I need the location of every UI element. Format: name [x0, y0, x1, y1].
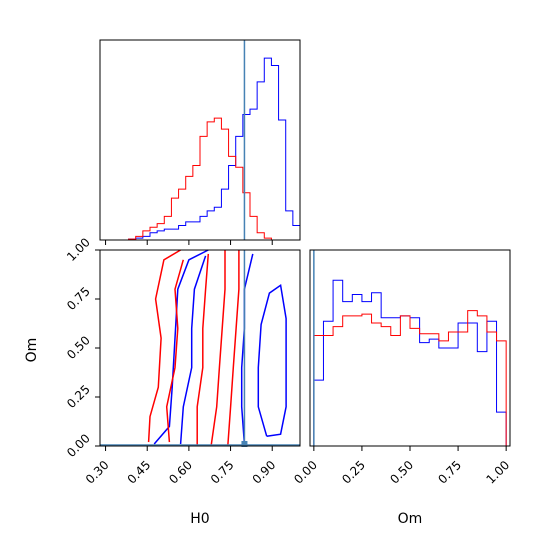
h0-hist-series-0 [100, 57, 300, 241]
tick-layer: 0.30 0.45 0.60 0.75 0.90 0.00 0.25 0.50 0.75 1.00… [64, 235, 512, 487]
contour-y-tick-label: 0.00 [64, 431, 93, 460]
contour-y-tick-label: 0.25 [64, 382, 93, 411]
truth-marker [241, 441, 248, 447]
data-layer [100, 40, 507, 447]
om-hist-series-1 [313, 310, 507, 446]
om-x-tick-label: 0.00 [291, 458, 320, 487]
contour-red-level-0 [147, 249, 181, 443]
h0-hist-series-1 [100, 117, 300, 241]
contour-y-tick-label: 1.00 [64, 235, 93, 264]
x-axis-label-h0: H0 [190, 511, 209, 527]
contour-red-level-2 [196, 253, 210, 446]
contour-blue-level-3 [257, 284, 287, 437]
om-x-tick-label: 0.25 [339, 458, 368, 487]
contour-blue-level-2 [240, 253, 254, 445]
om-x-tick-label: 1.00 [483, 458, 512, 487]
contour-x-tick-label: 0.45 [125, 458, 154, 487]
y-axis-label-om: Om [24, 338, 40, 363]
om-hist-series-0 [313, 279, 507, 446]
contour-x-tick-label: 0.30 [83, 458, 112, 487]
h0-marginal-frame [99, 39, 301, 241]
contour-x-tick-label: 0.60 [166, 458, 195, 487]
om-marginal-frame [309, 249, 511, 447]
contour-red-level-3 [210, 250, 226, 447]
om-x-tick-label: 0.50 [387, 458, 416, 487]
contour-red-level-4 [227, 250, 240, 447]
contour-blue-level-0 [153, 249, 209, 445]
contour-blue-level-1 [179, 255, 207, 445]
contour-y-tick-label: 0.75 [64, 284, 93, 313]
contour-frame [99, 249, 301, 447]
contour-x-tick-label: 0.75 [208, 458, 237, 487]
contour-red-level-1 [165, 259, 185, 443]
contour-x-tick-label: 0.90 [250, 458, 279, 487]
contour-y-tick-label: 0.50 [64, 333, 93, 362]
om-x-tick-label: 0.75 [435, 458, 464, 487]
x-axis-label-om: Om [398, 511, 423, 527]
